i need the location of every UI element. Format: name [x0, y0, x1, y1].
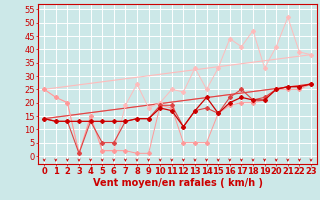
X-axis label: Vent moyen/en rafales ( km/h ): Vent moyen/en rafales ( km/h ) [92, 178, 263, 188]
